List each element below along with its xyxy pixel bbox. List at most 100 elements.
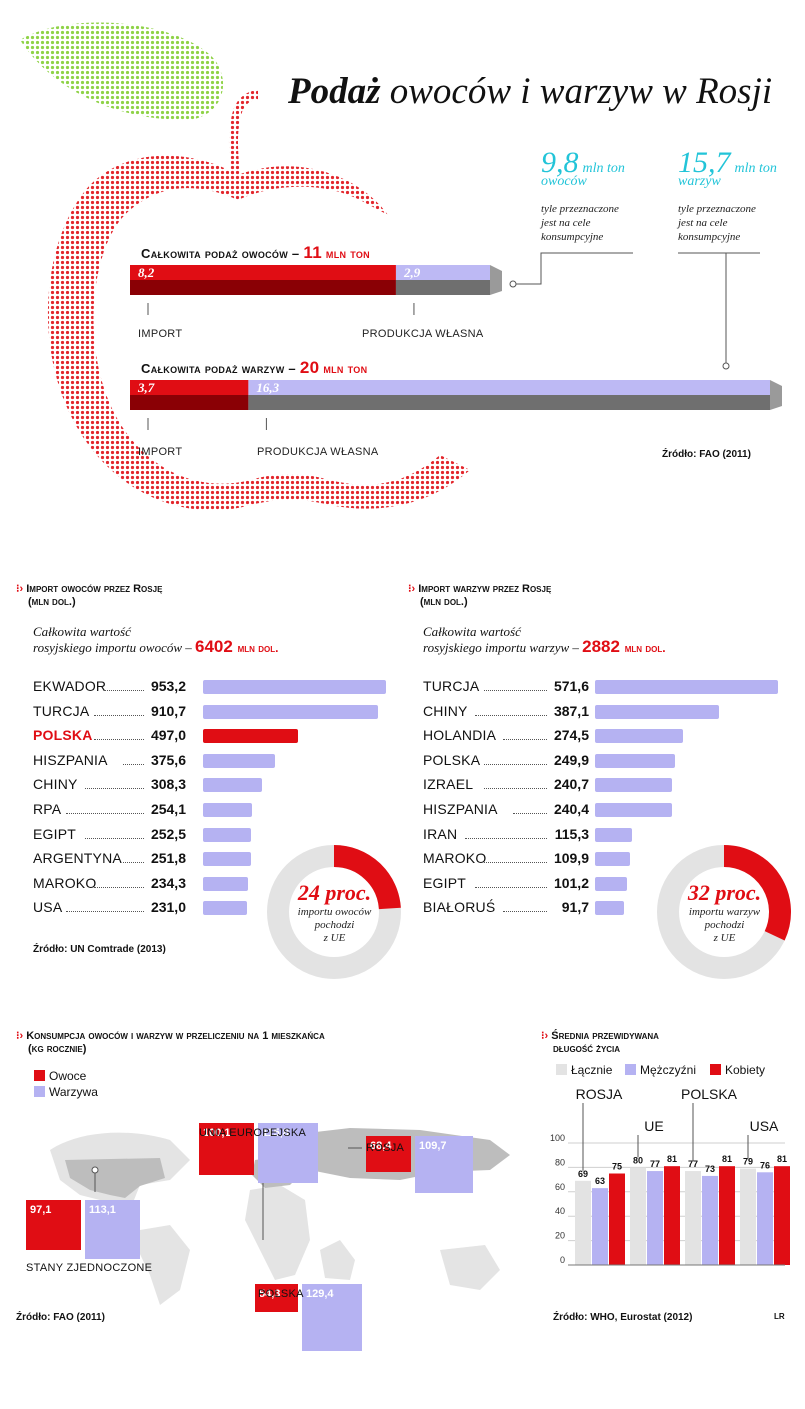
row-value: 910,7 [150, 702, 186, 719]
row-leader [122, 862, 144, 864]
row-bar [595, 729, 683, 744]
row-leader [94, 714, 144, 716]
row-bar [595, 827, 632, 842]
credit: LR [774, 1312, 785, 1321]
life-category-label: USA [750, 1118, 779, 1134]
veg-consumption-stat: 15,7 mln ton warzyw [678, 146, 777, 189]
row-bar [595, 901, 625, 916]
life-value-label: 81 [667, 1154, 677, 1164]
import-row: TURCJA 910,7 [33, 703, 393, 723]
veg-supply-seg-1 [248, 380, 770, 395]
row-leader [65, 813, 144, 814]
life-bar [757, 1172, 773, 1265]
veg-supply-end-cap [770, 380, 782, 410]
veg-import-label: IMPORT [138, 446, 183, 458]
life-tick: 40 [555, 1206, 565, 1216]
fruit-supply-seg-lower-0 [130, 280, 396, 295]
life-bar [609, 1173, 625, 1265]
life-bar [664, 1166, 680, 1265]
row-bar [203, 704, 378, 719]
row-value: 375,6 [150, 751, 186, 768]
import-row: HOLANDIA 274,5 [423, 727, 793, 747]
import-row: CHINY 387,1 [423, 703, 793, 723]
life-value-label: 69 [578, 1169, 588, 1179]
row-leader [503, 739, 547, 741]
row-value: 240,7 [553, 776, 589, 793]
veg-own-label: PRODUKCJA WŁASNA [257, 446, 379, 458]
veg-supply-heading: Całkowita podaż warzyw – 20 mln ton [141, 358, 368, 377]
row-leader [94, 739, 144, 741]
row-bar [595, 876, 628, 891]
row-country: EKWADOR [33, 678, 107, 694]
import-row: RPA 254,1 [33, 801, 393, 821]
veg-supply-seg-lower-1 [248, 395, 770, 410]
apple-illustration [20, 22, 470, 511]
fruit-supply-heading: Całkowita podaż owoców – 11 mln ton [141, 243, 370, 262]
fruit-own-label: PRODUKCJA WŁASNA [362, 328, 484, 340]
consumption-heading: ⁝› Konsumpcja owoców i warzyw w przelicz… [16, 1030, 325, 1055]
import-row: HISZPANIA 240,4 [423, 801, 793, 821]
legend-veg: Warzywa [34, 1085, 98, 1099]
veg-donut-slice-eu [723, 845, 791, 941]
life-value-label: 81 [722, 1154, 732, 1164]
import-row: POLSKA 249,9 [423, 752, 793, 772]
import-row: IZRAEL 240,7 [423, 776, 793, 796]
row-value: 252,5 [150, 825, 186, 842]
veg-supply-seg-label-1: 16,3 [256, 380, 279, 395]
row-bar [203, 827, 252, 842]
veg-supply-seg-0 [130, 380, 249, 395]
row-country: TURCJA [423, 678, 480, 694]
life-value-label: 73 [705, 1164, 715, 1174]
supply-source: Źródło: FAO (2011) [662, 449, 751, 460]
apple-leaf [20, 22, 224, 120]
life-bar [630, 1167, 646, 1265]
row-bar [595, 753, 675, 768]
import-row: CHINY 308,3 [33, 776, 393, 796]
row-leader [84, 837, 144, 839]
veg-supply-seg-label-0: 3,7 [137, 380, 155, 395]
veg-supply-chart: 3,7 16,3 [130, 380, 782, 430]
row-leader [484, 788, 547, 790]
veg-donut-text: 32 proc. importu warzyw pochodzi z UE [687, 880, 762, 944]
life-bar [592, 1188, 608, 1265]
legend-men: Mężczyźni [625, 1063, 696, 1077]
row-country: EGIPT [423, 874, 467, 891]
import-row: BIAŁORUŚ 91,7 [423, 899, 793, 919]
row-bar [595, 680, 778, 694]
page-title: Podaż owoców i warzyw w Rosji [288, 71, 773, 112]
row-leader [484, 862, 547, 864]
poland-veg-bar: 129,4 [302, 1284, 362, 1352]
row-leader [84, 788, 144, 790]
import-row: TURCJA 571,6 [423, 678, 793, 698]
veg-import-subtitle: Całkowita wartość rosyjskiego importu wa… [423, 624, 666, 656]
row-value: 109,9 [553, 850, 589, 867]
usa-label: STANY ZJEDNOCZONE [26, 1262, 153, 1274]
row-leader [94, 886, 144, 888]
import-row: MAROKO 234,3 [33, 875, 393, 895]
row-leader [474, 886, 547, 888]
row-bar [203, 852, 252, 867]
poland-fruit-bar: 54,3 [255, 1284, 298, 1313]
eu-fruit-bar: 100,1 [199, 1123, 254, 1176]
row-value: 101,2 [553, 874, 589, 891]
import-row: MAROKO 109,9 [423, 850, 793, 870]
row-bar [203, 901, 248, 916]
fruit-import-heading: ⁝› Import owoców przez Rosję (mln dol.) [16, 583, 163, 608]
fruit-donut-slice-eu [333, 845, 401, 910]
row-bar [595, 778, 673, 793]
fruit-supply-chart: 8,2 2,9 [130, 265, 502, 315]
life-chart: 0 20 40 60 80 100 69 63 75 ROSJA 80 77 81 UE 77 73 81 POL… [550, 1086, 790, 1266]
row-country: CHINY [33, 776, 78, 793]
apple-body [47, 155, 470, 511]
import-row: POLSKA 497,0 [33, 727, 393, 747]
row-country: HISZPANIA [33, 751, 108, 768]
life-tick: 80 [555, 1157, 565, 1167]
row-value: 249,9 [553, 751, 589, 768]
callout-lines [509, 252, 760, 370]
row-value: 231,0 [150, 899, 186, 916]
eu-label: UNIA EUROPEJSKA [199, 1127, 307, 1139]
life-bar [774, 1166, 790, 1265]
fruit-supply-seg-lower-1 [395, 280, 490, 295]
veg-import-heading: ⁝› Import warzyw przez Rosję (mln dol.) [408, 583, 552, 608]
row-country: RPA [33, 801, 62, 817]
